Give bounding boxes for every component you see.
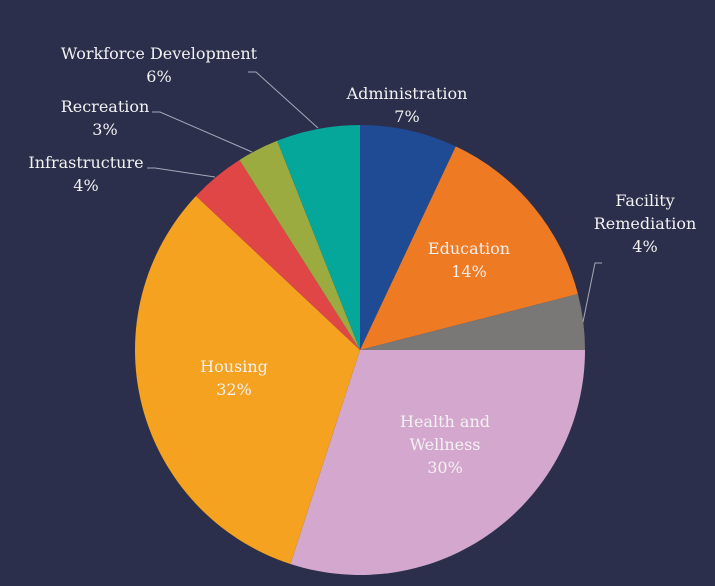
- pie-slice-facility-remediation: [360, 294, 585, 350]
- label-administration: Administration 7%: [347, 82, 468, 128]
- label-housing: Housing 32%: [200, 355, 268, 401]
- label-recreation: Recreation 3%: [61, 95, 150, 141]
- slice-value-label: 3%: [92, 120, 118, 139]
- pie-slice-recreation: [239, 140, 360, 350]
- slice-value-label: 7%: [394, 107, 420, 126]
- leader-line-infrastructure: [147, 167, 216, 178]
- slice-label: Housing: [200, 357, 268, 376]
- pie-slice-housing: [134, 195, 360, 564]
- pie-slice-education: [360, 146, 578, 350]
- slice-value-label: 14%: [451, 262, 487, 281]
- slice-label: Administration: [346, 84, 468, 103]
- leader-line-workforce-development: [248, 71, 319, 129]
- slice-value-label: 30%: [427, 458, 463, 477]
- slice-value-label: 32%: [216, 380, 252, 399]
- pie-slice-workforce-development: [277, 125, 360, 350]
- label-infrastructure: Infrastructure 4%: [28, 151, 143, 197]
- slice-value-label: 4%: [632, 237, 658, 256]
- label-health-and-wellness: Health and Wellness 30%: [400, 410, 490, 479]
- pie-slice-health-and-wellness: [290, 350, 585, 575]
- leader-line-recreation: [152, 111, 253, 153]
- label-facility-remediation: Facility Remediation 4%: [594, 189, 697, 258]
- slice-label: Workforce Development: [60, 44, 258, 63]
- slice-value-label: 4%: [73, 176, 99, 195]
- slice-label: Health and Wellness: [400, 412, 490, 454]
- slice-label: Facility Remediation: [593, 191, 697, 233]
- leader-line-facility-remediation: [582, 262, 602, 323]
- slice-label: Recreation: [60, 97, 150, 116]
- pie-slice-administration: [360, 125, 456, 350]
- slice-label: Infrastructure: [28, 153, 144, 172]
- label-workforce-development: Workforce Development 6%: [61, 42, 257, 88]
- slice-value-label: 6%: [146, 67, 172, 86]
- label-education: Education 14%: [428, 237, 510, 283]
- pie-slice-infrastructure: [195, 160, 360, 350]
- slice-label: Education: [427, 239, 511, 258]
